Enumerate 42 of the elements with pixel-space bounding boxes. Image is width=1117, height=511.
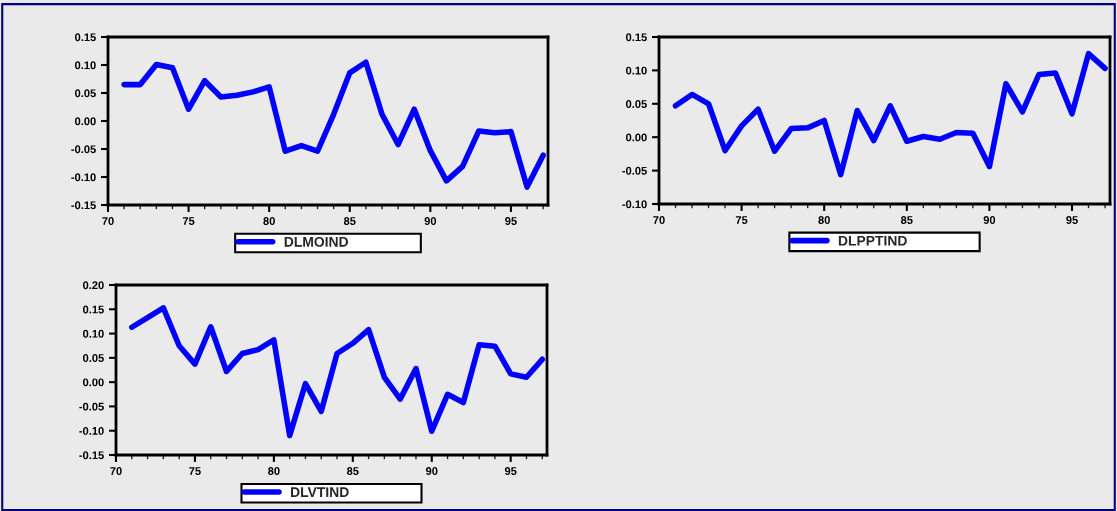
x-tick-label: 95 — [505, 217, 517, 225]
legend-label: DLPPTIND — [838, 235, 907, 246]
y-tick-label: -0.15 — [79, 451, 104, 460]
x-tick-label: 85 — [343, 217, 356, 225]
x-tick-label: 90 — [425, 467, 438, 475]
y-tick-label: 0.05 — [75, 89, 96, 98]
y-tick-label: -0.05 — [71, 145, 96, 154]
x-tick-label: 90 — [424, 217, 437, 225]
y-tick-label: 0.15 — [75, 33, 96, 42]
x-tick-label: 80 — [263, 217, 275, 225]
legend-label: DLVTIND — [291, 487, 349, 497]
x-tick-label: 75 — [189, 467, 201, 475]
y-tick-label: -0.10 — [622, 200, 647, 209]
y-tick-label: -0.05 — [79, 402, 104, 411]
y-tick-label: -0.05 — [622, 166, 647, 175]
y-tick-label: 0.00 — [75, 117, 96, 126]
y-tick-label: -0.15 — [71, 201, 96, 210]
x-tick-label: 70 — [653, 216, 665, 224]
y-tick-label: 0.15 — [626, 33, 647, 42]
y-tick-label: 0.05 — [626, 100, 647, 108]
y-tick-label: 0.20 — [83, 281, 104, 290]
y-tick-label: 0.10 — [626, 66, 647, 75]
x-tick-label: 85 — [900, 216, 913, 224]
legend-label: DLMOIND — [284, 236, 349, 247]
y-tick-label: -0.10 — [79, 426, 104, 435]
x-tick-label: 75 — [182, 217, 195, 225]
y-tick-label: 0.00 — [626, 133, 647, 142]
x-tick-label: 85 — [346, 467, 359, 475]
y-tick-label: -0.10 — [71, 173, 96, 182]
y-tick-label: 0.10 — [75, 61, 96, 70]
x-tick-label: 95 — [504, 467, 517, 475]
x-tick-label: 80 — [268, 467, 280, 475]
y-tick-label: 0.15 — [83, 305, 104, 314]
y-tick-label: 0.05 — [83, 354, 104, 362]
x-tick-label: 80 — [818, 216, 830, 224]
x-tick-label: 90 — [983, 216, 996, 224]
x-tick-label: 70 — [110, 467, 122, 475]
y-tick-label: 0.10 — [83, 329, 104, 338]
x-tick-label: 70 — [102, 217, 114, 225]
y-tick-label: 0.00 — [83, 378, 104, 387]
x-tick-label: 95 — [1066, 216, 1078, 224]
x-tick-label: 75 — [735, 216, 748, 224]
